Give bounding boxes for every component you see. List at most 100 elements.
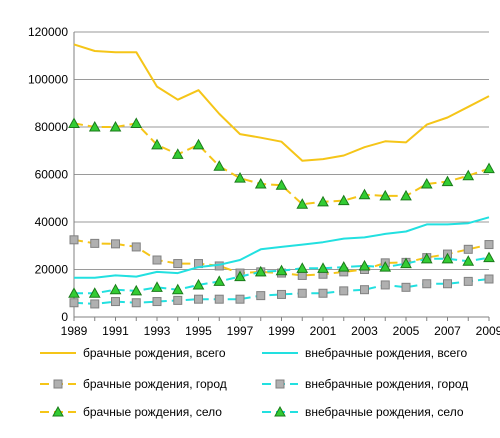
- data-point: [358, 259, 371, 271]
- legend-item: брачные рождения, всего: [40, 346, 226, 360]
- y-tick-label: 80000: [35, 120, 69, 134]
- y-tick-label: 60000: [35, 168, 69, 182]
- data-point: [192, 138, 205, 150]
- data-point: [337, 194, 350, 206]
- y-axis: 0 20000 40000 60000 80000 100000 120000: [28, 25, 75, 324]
- y-tick-label: 40000: [35, 215, 69, 229]
- data-point: [339, 286, 349, 296]
- data-point: [152, 297, 162, 307]
- x-tick-label: 1999: [268, 324, 295, 338]
- data-point: [441, 252, 454, 264]
- data-point: [358, 188, 371, 200]
- data-point: [462, 255, 475, 266]
- data-point: [360, 285, 369, 295]
- data-point: [380, 280, 390, 290]
- data-point: [109, 283, 122, 295]
- data-point: [462, 169, 475, 181]
- data-point: [88, 287, 101, 298]
- x-tick-label: 2001: [310, 324, 337, 338]
- data-point: [441, 175, 454, 187]
- data-point: [173, 295, 183, 305]
- data-point: [130, 117, 143, 128]
- data-point: [317, 262, 329, 273]
- data-point: [483, 251, 495, 263]
- data-point: [213, 160, 226, 171]
- plot-area: [68, 43, 495, 309]
- x-axis: 1989 1991 1993 1995 1997 1999 2001 2003 2005 2007…: [61, 316, 500, 338]
- data-point: [318, 288, 328, 298]
- data-point: [379, 189, 392, 201]
- legend-label: внебрачные рождения, село: [305, 405, 464, 419]
- data-point: [379, 261, 392, 272]
- data-point: [337, 261, 350, 272]
- data-point: [131, 242, 141, 252]
- legend-item: брачные рождения, город: [40, 377, 227, 391]
- x-tick-label: 2007: [434, 324, 461, 338]
- series-3: [74, 216, 490, 279]
- legend-item: брачные рождения, село: [40, 405, 222, 419]
- data-point: [254, 177, 267, 189]
- data-point: [171, 283, 184, 295]
- y-tick-label: 20000: [35, 263, 69, 277]
- series-line: [73, 122, 490, 206]
- data-point: [213, 275, 226, 286]
- data-point: [275, 264, 288, 276]
- y-tick-label: 100000: [28, 73, 68, 87]
- data-point: [192, 278, 205, 290]
- data-point: [400, 257, 412, 269]
- series-4: [69, 274, 494, 309]
- data-point: [296, 262, 309, 273]
- legend: брачные рождения, всего брачные рождения,…: [40, 346, 468, 419]
- data-point: [111, 239, 120, 249]
- data-point: [171, 148, 184, 159]
- legend-item: внебрачные рождения, село: [262, 405, 464, 419]
- data-point: [420, 252, 433, 264]
- data-point: [214, 294, 224, 304]
- legend-marker: [53, 379, 63, 389]
- data-point: [151, 281, 163, 292]
- series-5: [68, 251, 495, 298]
- data-point: [69, 298, 79, 308]
- series-line: [73, 43, 490, 162]
- data-point: [297, 288, 307, 298]
- legend-marker: [274, 405, 286, 417]
- data-point: [130, 284, 143, 296]
- data-point: [256, 291, 266, 301]
- data-point: [234, 270, 246, 282]
- data-point: [400, 189, 412, 201]
- data-point: [443, 279, 452, 289]
- series-0: [73, 43, 490, 162]
- x-tick-label: 1997: [227, 324, 254, 338]
- data-point: [173, 259, 183, 269]
- x-tick-label: 1993: [144, 324, 171, 338]
- data-point: [277, 289, 286, 299]
- data-point: [422, 279, 432, 289]
- data-point: [68, 287, 80, 298]
- data-point: [111, 297, 120, 307]
- data-point: [194, 294, 203, 304]
- series-2: [68, 117, 495, 209]
- x-tick-label: 2003: [351, 324, 378, 338]
- data-point: [151, 138, 163, 150]
- x-tick-label: 2009: [476, 324, 500, 338]
- data-point: [68, 117, 80, 128]
- data-point: [484, 274, 494, 284]
- legend-item: внебрачные рождения, всего: [262, 346, 467, 360]
- data-point: [109, 120, 122, 132]
- data-point: [131, 298, 141, 308]
- legend-item: внебрачные рождения, город: [262, 377, 468, 391]
- legend-label: брачные рождения, город: [83, 377, 227, 391]
- legend-marker: [275, 379, 285, 389]
- data-point: [463, 244, 473, 254]
- data-point: [484, 240, 494, 250]
- series-line: [74, 216, 490, 279]
- data-point: [88, 120, 101, 132]
- data-point: [483, 162, 495, 174]
- data-point: [296, 198, 309, 209]
- data-point: [420, 177, 433, 189]
- y-tick-label: 0: [61, 310, 68, 324]
- gridlines: [74, 31, 489, 270]
- x-tick-label: 1991: [102, 324, 129, 338]
- data-point: [235, 294, 245, 304]
